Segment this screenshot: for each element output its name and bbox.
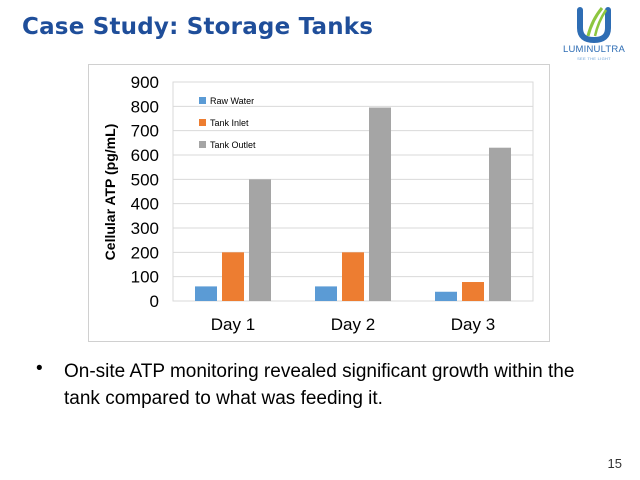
- logo-mark-icon: [577, 7, 611, 44]
- legend-label: Tank Inlet: [210, 118, 249, 128]
- y-tick-label: 100: [131, 268, 159, 287]
- y-tick-label: 700: [131, 122, 159, 141]
- slide-title: Case Study: Storage Tanks: [22, 14, 374, 40]
- bar-tank-outlet: [369, 107, 391, 301]
- legend-swatch: [199, 119, 206, 126]
- bar-tank-outlet: [249, 179, 271, 301]
- bar-tank-inlet: [222, 252, 244, 301]
- legend-label: Raw Water: [210, 96, 254, 106]
- page-number: 15: [607, 456, 622, 471]
- y-axis-label: Cellular ATP (pg/mL): [102, 124, 118, 261]
- y-tick-label: 200: [131, 243, 159, 262]
- legend-swatch: [199, 141, 206, 148]
- bar-tank-inlet: [462, 282, 484, 301]
- y-tick-label: 900: [131, 73, 159, 92]
- x-tick-labels: Day 1 Day 2 Day 3: [211, 315, 495, 334]
- bullet-marker: •: [36, 358, 43, 379]
- y-tick-labels: 0 100 200 300 400 500 600 700 800 900: [131, 73, 159, 311]
- y-tick-label: 0: [150, 292, 159, 311]
- y-tick-label: 600: [131, 146, 159, 165]
- bar-tank-inlet: [342, 252, 364, 301]
- logo-tagline: SEE THE LIGHT: [577, 56, 611, 61]
- x-tick-label: Day 2: [331, 315, 375, 334]
- bar-raw-water: [195, 286, 217, 301]
- y-tick-label: 500: [131, 170, 159, 189]
- x-tick-label: Day 3: [451, 315, 495, 334]
- logo-wordmark: LUMINULTRA: [563, 44, 625, 55]
- legend-label: Tank Outlet: [210, 140, 256, 150]
- bar-raw-water: [315, 286, 337, 301]
- y-tick-label: 400: [131, 195, 159, 214]
- y-tick-label: 300: [131, 219, 159, 238]
- legend-swatch: [199, 97, 206, 104]
- legend: Raw Water Tank Inlet Tank Outlet: [199, 96, 256, 150]
- y-tick-label: 800: [131, 97, 159, 116]
- x-tick-label: Day 1: [211, 315, 255, 334]
- bar-raw-water: [435, 291, 457, 301]
- bars: [195, 107, 511, 301]
- luminultra-logo: LUMINULTRA SEE THE LIGHT: [558, 6, 630, 64]
- bar-tank-outlet: [489, 147, 511, 301]
- bullet-text: On-site ATP monitoring revealed signific…: [64, 361, 575, 409]
